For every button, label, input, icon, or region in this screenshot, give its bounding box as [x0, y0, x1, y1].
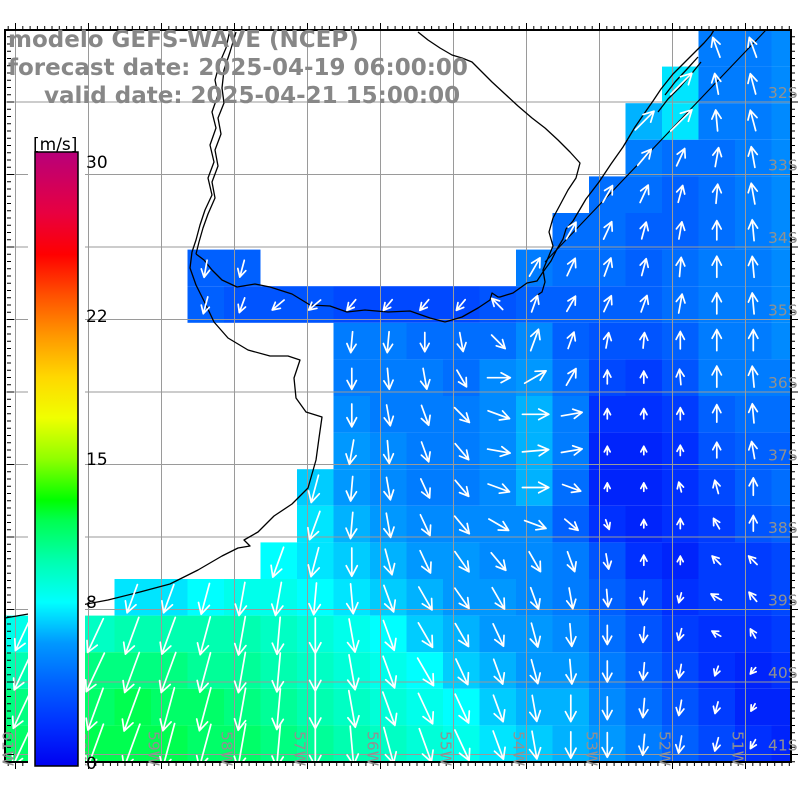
lon-label: 55W — [437, 731, 455, 766]
colorbar-tick-label: 8 — [86, 593, 97, 613]
lon-label: 57W — [291, 731, 309, 766]
lat-label: 32S — [768, 84, 798, 102]
colorbar-unit-label: [m/s] — [33, 135, 77, 155]
coastline — [4, 29, 767, 619]
lon-label: 56W — [364, 731, 382, 766]
lat-label: 33S — [768, 157, 798, 175]
colorbar-tick-label: 15 — [86, 450, 108, 470]
colorbar-tick-label: 0 — [86, 754, 97, 774]
lat-label: 39S — [768, 592, 798, 610]
lat-label: 41S — [768, 737, 798, 755]
estuary-boundary-line — [544, 29, 767, 263]
lon-label: 58W — [218, 731, 236, 766]
colorbar-tick-label: 22 — [86, 307, 108, 327]
map-border — [4, 29, 792, 763]
lon-label: 61W — [0, 731, 17, 766]
lat-label: 40S — [768, 664, 798, 682]
lat-label: 34S — [768, 229, 798, 247]
lon-label: 59W — [145, 731, 163, 766]
lat-label: 35S — [768, 302, 798, 320]
lon-label: 52W — [656, 731, 674, 766]
colorbar-tick-label: 30 — [86, 153, 108, 173]
colorbar-gradient — [34, 151, 79, 767]
lon-label: 51W — [729, 731, 747, 766]
colorbar: [m/s] 30 22 15 8 0 — [28, 130, 108, 774]
lon-label: 53W — [583, 731, 601, 766]
lat-labels: 32S 33S 34S 35S 36S 37S 38S 39S 40S 41S — [768, 84, 798, 755]
graticule — [5, 30, 791, 762]
lon-label: 54W — [510, 731, 528, 766]
lat-label: 36S — [768, 374, 798, 392]
lat-label: 37S — [768, 447, 798, 465]
axis-ticks — [7, 23, 798, 769]
lat-label: 38S — [768, 519, 798, 537]
